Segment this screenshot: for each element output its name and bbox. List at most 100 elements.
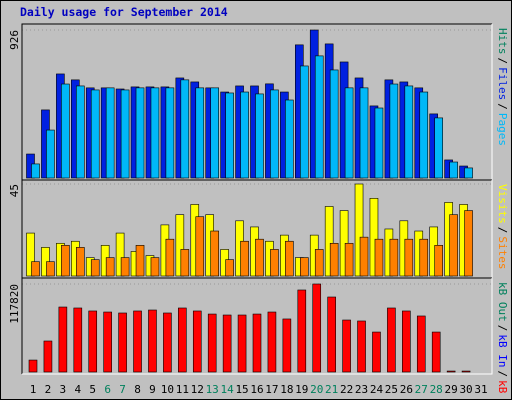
bar	[195, 87, 205, 179]
x-tick-label: 8	[134, 383, 141, 396]
bar	[118, 312, 127, 373]
bar	[285, 240, 294, 277]
bar	[105, 257, 115, 277]
bar	[90, 259, 100, 277]
bar	[58, 306, 68, 373]
bar	[374, 238, 384, 277]
bar	[359, 236, 369, 277]
bar	[207, 313, 217, 373]
y-tick-label: 117820	[8, 284, 21, 324]
bar	[314, 55, 324, 179]
y-tick-label: 45	[8, 184, 21, 197]
bar	[434, 245, 444, 277]
x-tick-label: 20	[310, 383, 323, 396]
x-tick-label: 30	[459, 383, 472, 396]
x-tick-label: 23	[355, 383, 368, 396]
legend-entry: Sites	[496, 236, 509, 269]
bar	[105, 87, 115, 179]
x-tick-label: 17	[265, 383, 278, 396]
bar	[90, 89, 100, 179]
bar	[31, 261, 40, 277]
bar	[419, 238, 429, 277]
bar	[255, 93, 264, 179]
bar	[46, 261, 55, 277]
panel-bevel	[21, 277, 492, 374]
bar	[46, 129, 55, 179]
bar	[135, 87, 145, 179]
legend: kB Out / kB In / kB F	[496, 282, 509, 400]
x-tick-label: 6	[104, 383, 111, 396]
bar	[431, 331, 441, 373]
bar	[76, 247, 85, 277]
x-tick-label: 3	[60, 383, 67, 396]
bar	[270, 249, 279, 277]
bar	[31, 163, 40, 179]
x-tick-label: 22	[340, 383, 353, 396]
bar	[88, 310, 98, 373]
legend-separator: /	[496, 371, 509, 378]
bar	[369, 198, 379, 277]
bar	[374, 107, 384, 179]
x-tick-label: 31	[474, 383, 487, 396]
bar	[255, 238, 264, 277]
bar	[192, 310, 202, 373]
bar	[387, 307, 396, 373]
bar	[464, 210, 473, 277]
bar	[344, 87, 354, 179]
x-tick-label: 26	[400, 383, 413, 396]
bar	[135, 245, 145, 277]
bar	[120, 257, 130, 277]
bar	[354, 183, 364, 277]
legend: Visits / Sites	[496, 184, 509, 270]
bar	[225, 259, 234, 277]
bar	[222, 314, 232, 373]
x-tick-label: 14	[221, 383, 235, 396]
bar	[314, 249, 324, 277]
legend-entry: Pages	[496, 113, 509, 146]
bar	[372, 331, 381, 373]
legend-separator: /	[496, 227, 509, 234]
legend-separator: /	[496, 58, 509, 65]
bar	[357, 320, 366, 373]
x-tick-label: 10	[161, 383, 174, 396]
bar	[148, 309, 157, 373]
bar	[461, 370, 471, 373]
bar	[165, 87, 175, 179]
bar	[61, 245, 70, 277]
bar	[270, 89, 279, 179]
bar	[180, 79, 190, 179]
bar	[389, 83, 399, 179]
legend-entry: Hits	[496, 28, 509, 55]
legend-entry: Visits	[496, 184, 509, 224]
bar	[103, 311, 112, 373]
bar	[297, 289, 307, 373]
bar	[404, 238, 414, 277]
bar	[416, 315, 426, 373]
bar	[163, 312, 172, 373]
bar	[446, 370, 456, 373]
legend-separator: /	[496, 103, 509, 110]
bar	[210, 87, 219, 179]
x-tick-label: 4	[74, 383, 81, 396]
bar	[240, 240, 249, 277]
bar	[404, 85, 414, 179]
x-tick-label: 11	[176, 383, 189, 396]
x-tick-label: 5	[89, 383, 96, 396]
bar	[28, 359, 38, 373]
y-tick-label: 926	[8, 30, 21, 50]
x-tick-label: 29	[445, 383, 458, 396]
bar	[178, 307, 187, 373]
x-tick-label: 1	[30, 383, 37, 396]
x-tick-label: 18	[280, 383, 293, 396]
legend-separator: /	[496, 325, 509, 332]
legend-entry: kB Out	[496, 282, 509, 322]
x-tick-label: 15	[235, 383, 248, 396]
bar	[449, 161, 458, 179]
bar	[43, 340, 53, 373]
bar	[285, 99, 294, 179]
bar	[329, 242, 339, 277]
x-tick-label: 16	[250, 383, 263, 396]
x-tick-label: 21	[325, 383, 338, 396]
bar	[175, 214, 185, 277]
